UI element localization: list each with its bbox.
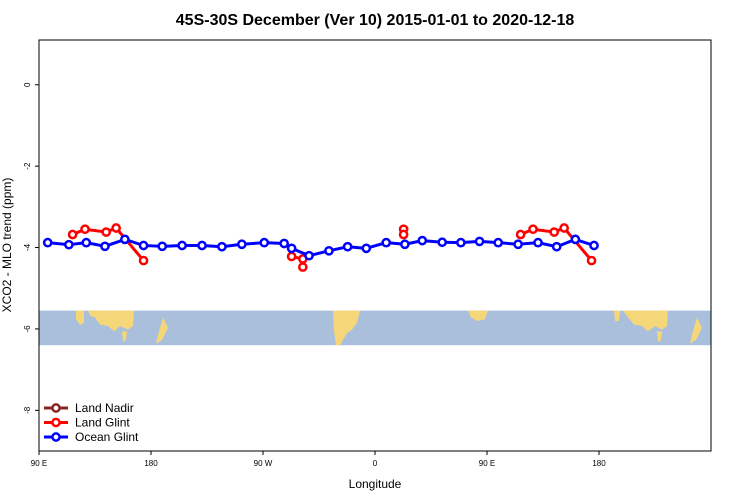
map-land-0 [76,310,84,326]
legend-marker-land-glint [51,417,61,428]
land-glint-point-2-0 [297,262,308,272]
x-tick-label-3: 0 [373,459,378,468]
x-tick-label-0: 90 E [31,459,47,468]
y-tick-label-4: -8 [23,406,32,414]
ocean-glint-point-0-5 [138,240,149,251]
x-tick-label-5: 180 [592,459,606,468]
ocean-glint-point-0-2 [81,237,92,248]
ocean-glint-point-0-20 [417,235,428,246]
ocean-glint-point-0-0 [42,237,53,248]
ocean-glint-point-0-7 [177,240,187,251]
y-tick-label-2: -4 [23,243,32,251]
ocean-glint-point-0-14 [304,250,314,261]
map-land-8 [333,310,360,346]
legend-marker-land-nadir [51,403,61,413]
map-land-1 [88,310,134,332]
map-land-4 [623,310,668,332]
map-ocean [39,310,711,346]
map-land-5 [657,331,662,342]
land-glint-point-0-2 [101,227,112,237]
world-map-strip [39,310,711,346]
ocean-glint-point-0-19 [400,239,410,250]
land-glint-point-4-2 [549,227,560,237]
ocean-glint-point-0-24 [493,237,504,248]
y-axis-label: XCO2 - MLO trend (ppm) [0,178,14,313]
ocean-glint-point-0-6 [157,241,168,252]
legend-label-land-nadir: Land Nadir [75,401,134,415]
ocean-glint-point-0-27 [551,241,562,252]
land-glint-point-4-1 [528,224,538,235]
ocean-glint-point-0-17 [361,243,372,254]
ocean-glint-point-0-21 [437,237,448,248]
map-land-9 [468,310,488,321]
ocean-glint-point-0-11 [259,237,270,248]
map-land-2 [122,331,127,342]
land-glint-point-4-0 [515,229,526,240]
y-tick-label-0: 0 [23,82,32,87]
ocean-glint-point-0-25 [513,239,523,250]
ocean-glint-point-0-15 [324,245,334,256]
series-layer [42,223,599,272]
map-land-7 [690,317,702,344]
ocean-glint-point-0-26 [533,237,543,248]
ocean-glint-point-0-9 [217,241,227,252]
chart-title: 45S-30S December (Ver 10) 2015-01-01 to … [176,12,575,29]
map-land-3 [614,310,620,321]
legend-label-land-glint: Land Glint [75,416,130,430]
ocean-glint-point-0-28 [570,234,581,245]
ocean-glint-point-0-12 [279,238,290,249]
ocean-glint-point-0-1 [64,239,74,250]
y-axis: 0 -2 -4 -6 -8 [23,82,39,414]
x-tick-label-2: 90 W [254,459,273,468]
land-glint-point-4-4 [586,255,597,266]
land-glint-point-4-3 [559,223,570,233]
land-glint-point-3-1 [398,229,409,240]
land-glint-point-0-0 [67,229,78,240]
ocean-glint-line-0 [47,237,595,258]
ocean-glint-point-0-16 [342,241,353,252]
land-glint-point-1-0 [286,251,297,262]
land-glint-point-0-4 [138,255,149,266]
land-glint-point-0-3 [111,223,122,233]
y-tick-label-1: -2 [23,162,32,170]
ocean-glint-point-0-18 [381,237,392,248]
legend-label-ocean-glint: Ocean Glint [75,430,139,444]
map-land-6 [156,317,168,344]
ocean-glint-point-0-4 [120,234,130,245]
ocean-glint-point-0-10 [236,239,247,250]
legend-marker-ocean-glint [51,432,61,442]
ocean-glint-point-0-22 [456,237,466,248]
ocean-glint-point-0-13 [286,243,297,254]
x-axis-label: Longitude [349,477,402,491]
ocean-glint-point-0-29 [589,240,599,251]
y-tick-label-3: -6 [23,325,32,333]
x-axis: 90 E 180 90 W 0 90 E 180 [31,451,606,468]
ocean-glint-point-0-23 [474,236,485,247]
ocean-glint-point-0-3 [100,241,110,252]
x-tick-label-1: 180 [144,459,158,468]
land-glint-point-0-1 [80,224,90,235]
x-tick-label-4: 90 E [479,459,495,468]
ocean-glint-point-0-8 [197,240,207,251]
